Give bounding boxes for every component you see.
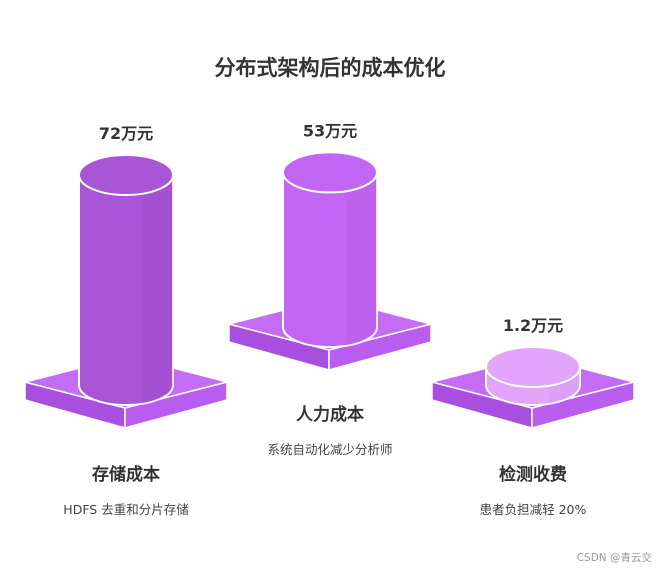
chart-title: 分布式架构后的成本优化 — [215, 56, 446, 80]
watermark: CSDN @青云交 — [577, 551, 653, 564]
bar-top-cap — [78, 154, 174, 196]
bar-body — [78, 174, 174, 406]
bar-shade — [346, 172, 377, 346]
bar-1 — [78, 154, 174, 406]
value-label: 1.2万元 — [503, 316, 563, 335]
category-description: HDFS 去重和分片存储 — [63, 502, 188, 517]
bar-top-cap — [282, 151, 378, 194]
category-label: 检测收费 — [499, 464, 567, 485]
category-label: 人力成本 — [296, 404, 364, 425]
bar-2 — [282, 151, 378, 348]
bar-3 — [485, 346, 581, 406]
value-label: 53万元 — [303, 121, 357, 140]
category-label: 存储成本 — [92, 464, 160, 485]
value-label: 72万元 — [99, 124, 153, 143]
category-description: 患者负担减轻 20% — [480, 502, 587, 517]
category-description: 系统自动化减少分析师 — [267, 442, 392, 457]
bar-body — [282, 171, 378, 348]
bar-shade — [142, 175, 173, 404]
bar-top-cap — [485, 346, 581, 388]
